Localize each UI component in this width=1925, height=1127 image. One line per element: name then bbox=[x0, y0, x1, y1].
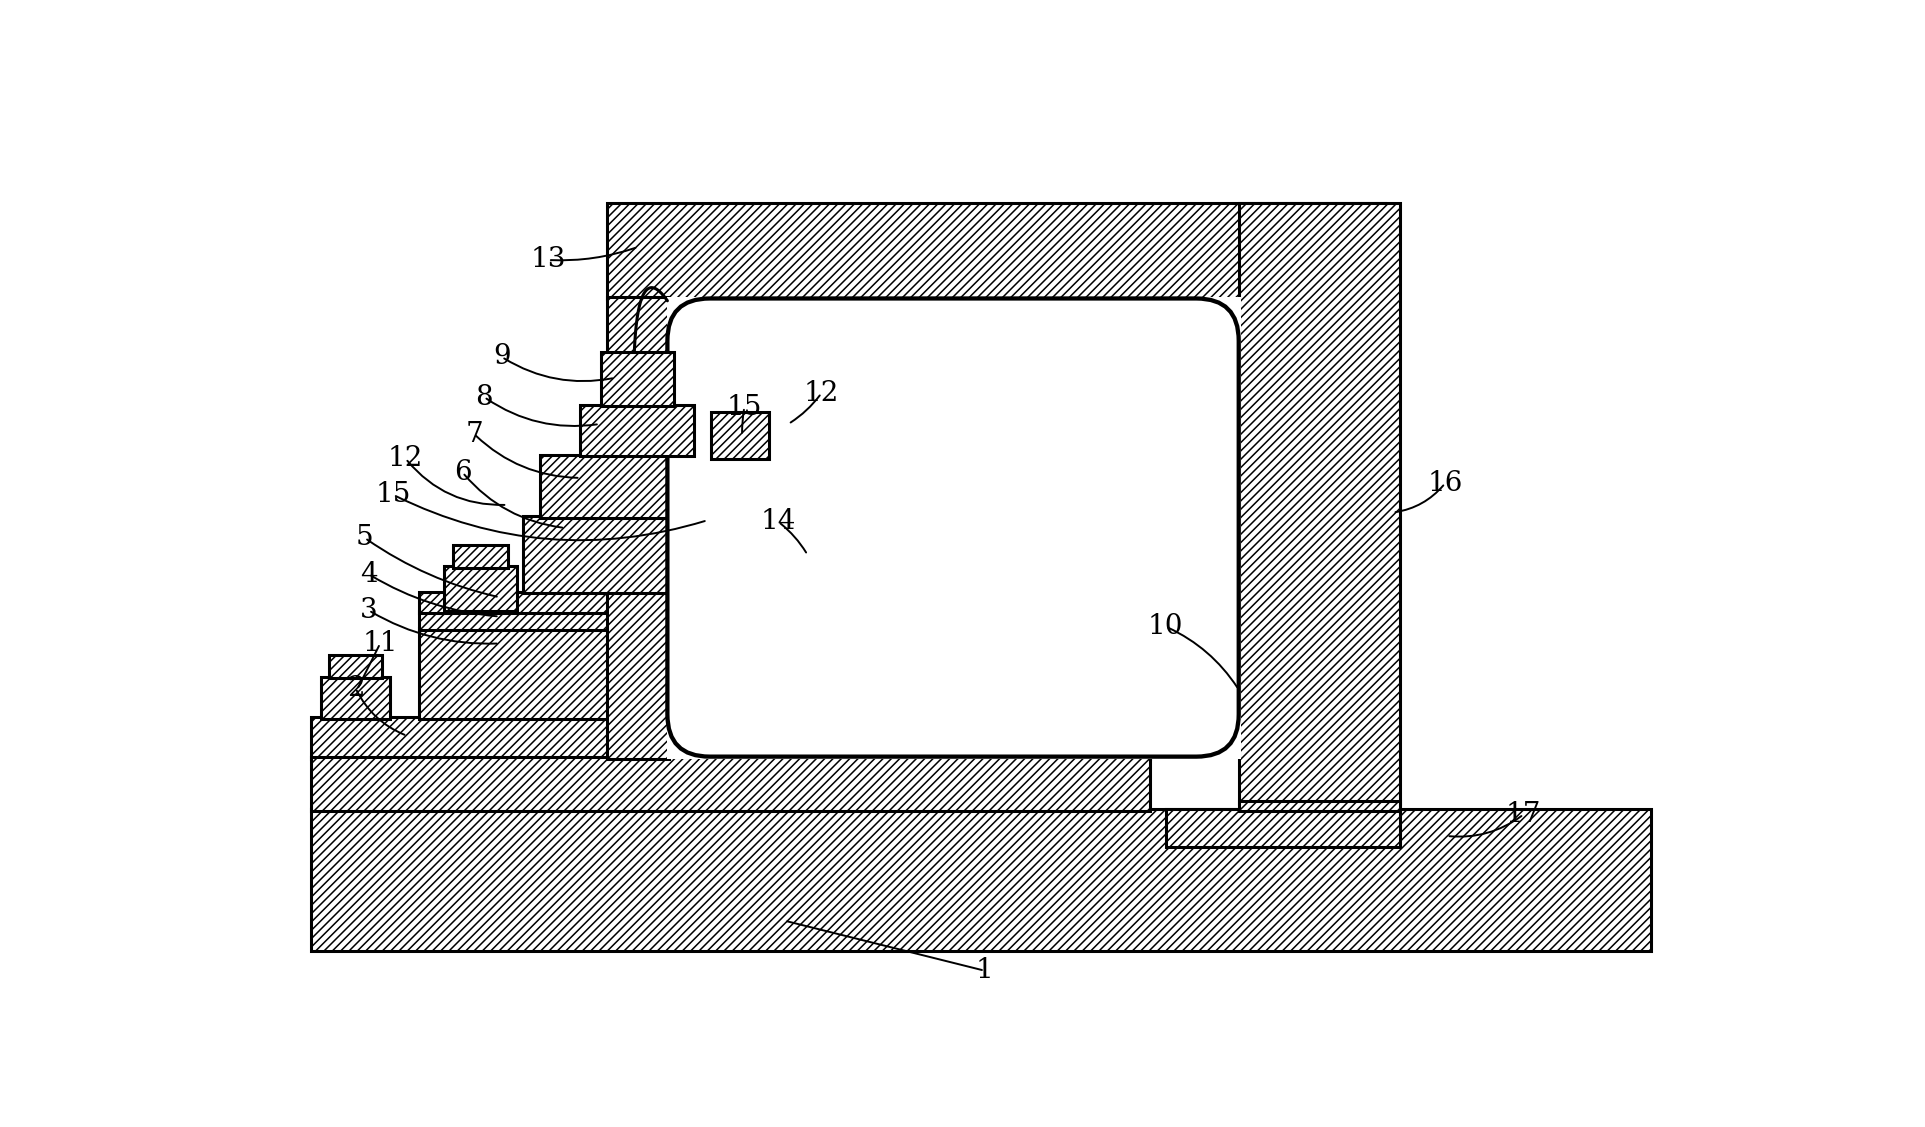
Text: 15: 15 bbox=[728, 393, 762, 420]
Text: 17: 17 bbox=[1505, 801, 1542, 828]
Bar bbox=[766, 544, 822, 568]
Bar bbox=[1240, 203, 1401, 804]
Text: 2: 2 bbox=[346, 675, 364, 702]
Text: 12: 12 bbox=[805, 380, 839, 407]
Bar bbox=[601, 353, 674, 406]
Text: 4: 4 bbox=[360, 560, 377, 587]
Bar bbox=[668, 296, 1242, 758]
Bar bbox=[312, 717, 1151, 758]
Text: 9: 9 bbox=[493, 344, 510, 371]
Text: 11: 11 bbox=[362, 630, 398, 657]
Bar bbox=[539, 455, 735, 518]
Bar bbox=[420, 611, 1051, 630]
Text: 12: 12 bbox=[389, 445, 424, 472]
Bar bbox=[445, 567, 518, 611]
Bar bbox=[1167, 809, 1401, 848]
Bar bbox=[524, 516, 751, 594]
Bar bbox=[420, 592, 1051, 613]
Bar bbox=[924, 655, 976, 678]
Text: 6: 6 bbox=[454, 459, 472, 486]
Bar bbox=[321, 676, 391, 719]
Text: 16: 16 bbox=[1428, 470, 1463, 497]
Bar bbox=[758, 567, 832, 611]
Bar bbox=[581, 405, 695, 456]
Text: 10: 10 bbox=[1147, 613, 1184, 640]
Text: 5: 5 bbox=[356, 524, 373, 551]
Bar bbox=[693, 516, 808, 592]
Bar bbox=[1240, 801, 1401, 810]
Bar bbox=[701, 458, 799, 518]
Text: 14: 14 bbox=[760, 508, 795, 535]
Text: 7: 7 bbox=[466, 420, 483, 447]
Bar bbox=[312, 757, 1151, 811]
Text: 15: 15 bbox=[375, 481, 410, 508]
Text: 1: 1 bbox=[976, 957, 993, 984]
FancyBboxPatch shape bbox=[668, 299, 1240, 756]
Bar bbox=[916, 676, 984, 719]
Bar bbox=[329, 655, 383, 678]
Text: 13: 13 bbox=[531, 247, 566, 274]
Bar bbox=[710, 412, 768, 459]
Bar bbox=[454, 544, 508, 568]
Text: 3: 3 bbox=[360, 597, 377, 624]
Bar bbox=[608, 296, 670, 758]
Bar bbox=[312, 809, 1652, 951]
Text: 8: 8 bbox=[475, 383, 493, 410]
Bar bbox=[420, 628, 1051, 719]
Bar bbox=[608, 203, 1386, 300]
